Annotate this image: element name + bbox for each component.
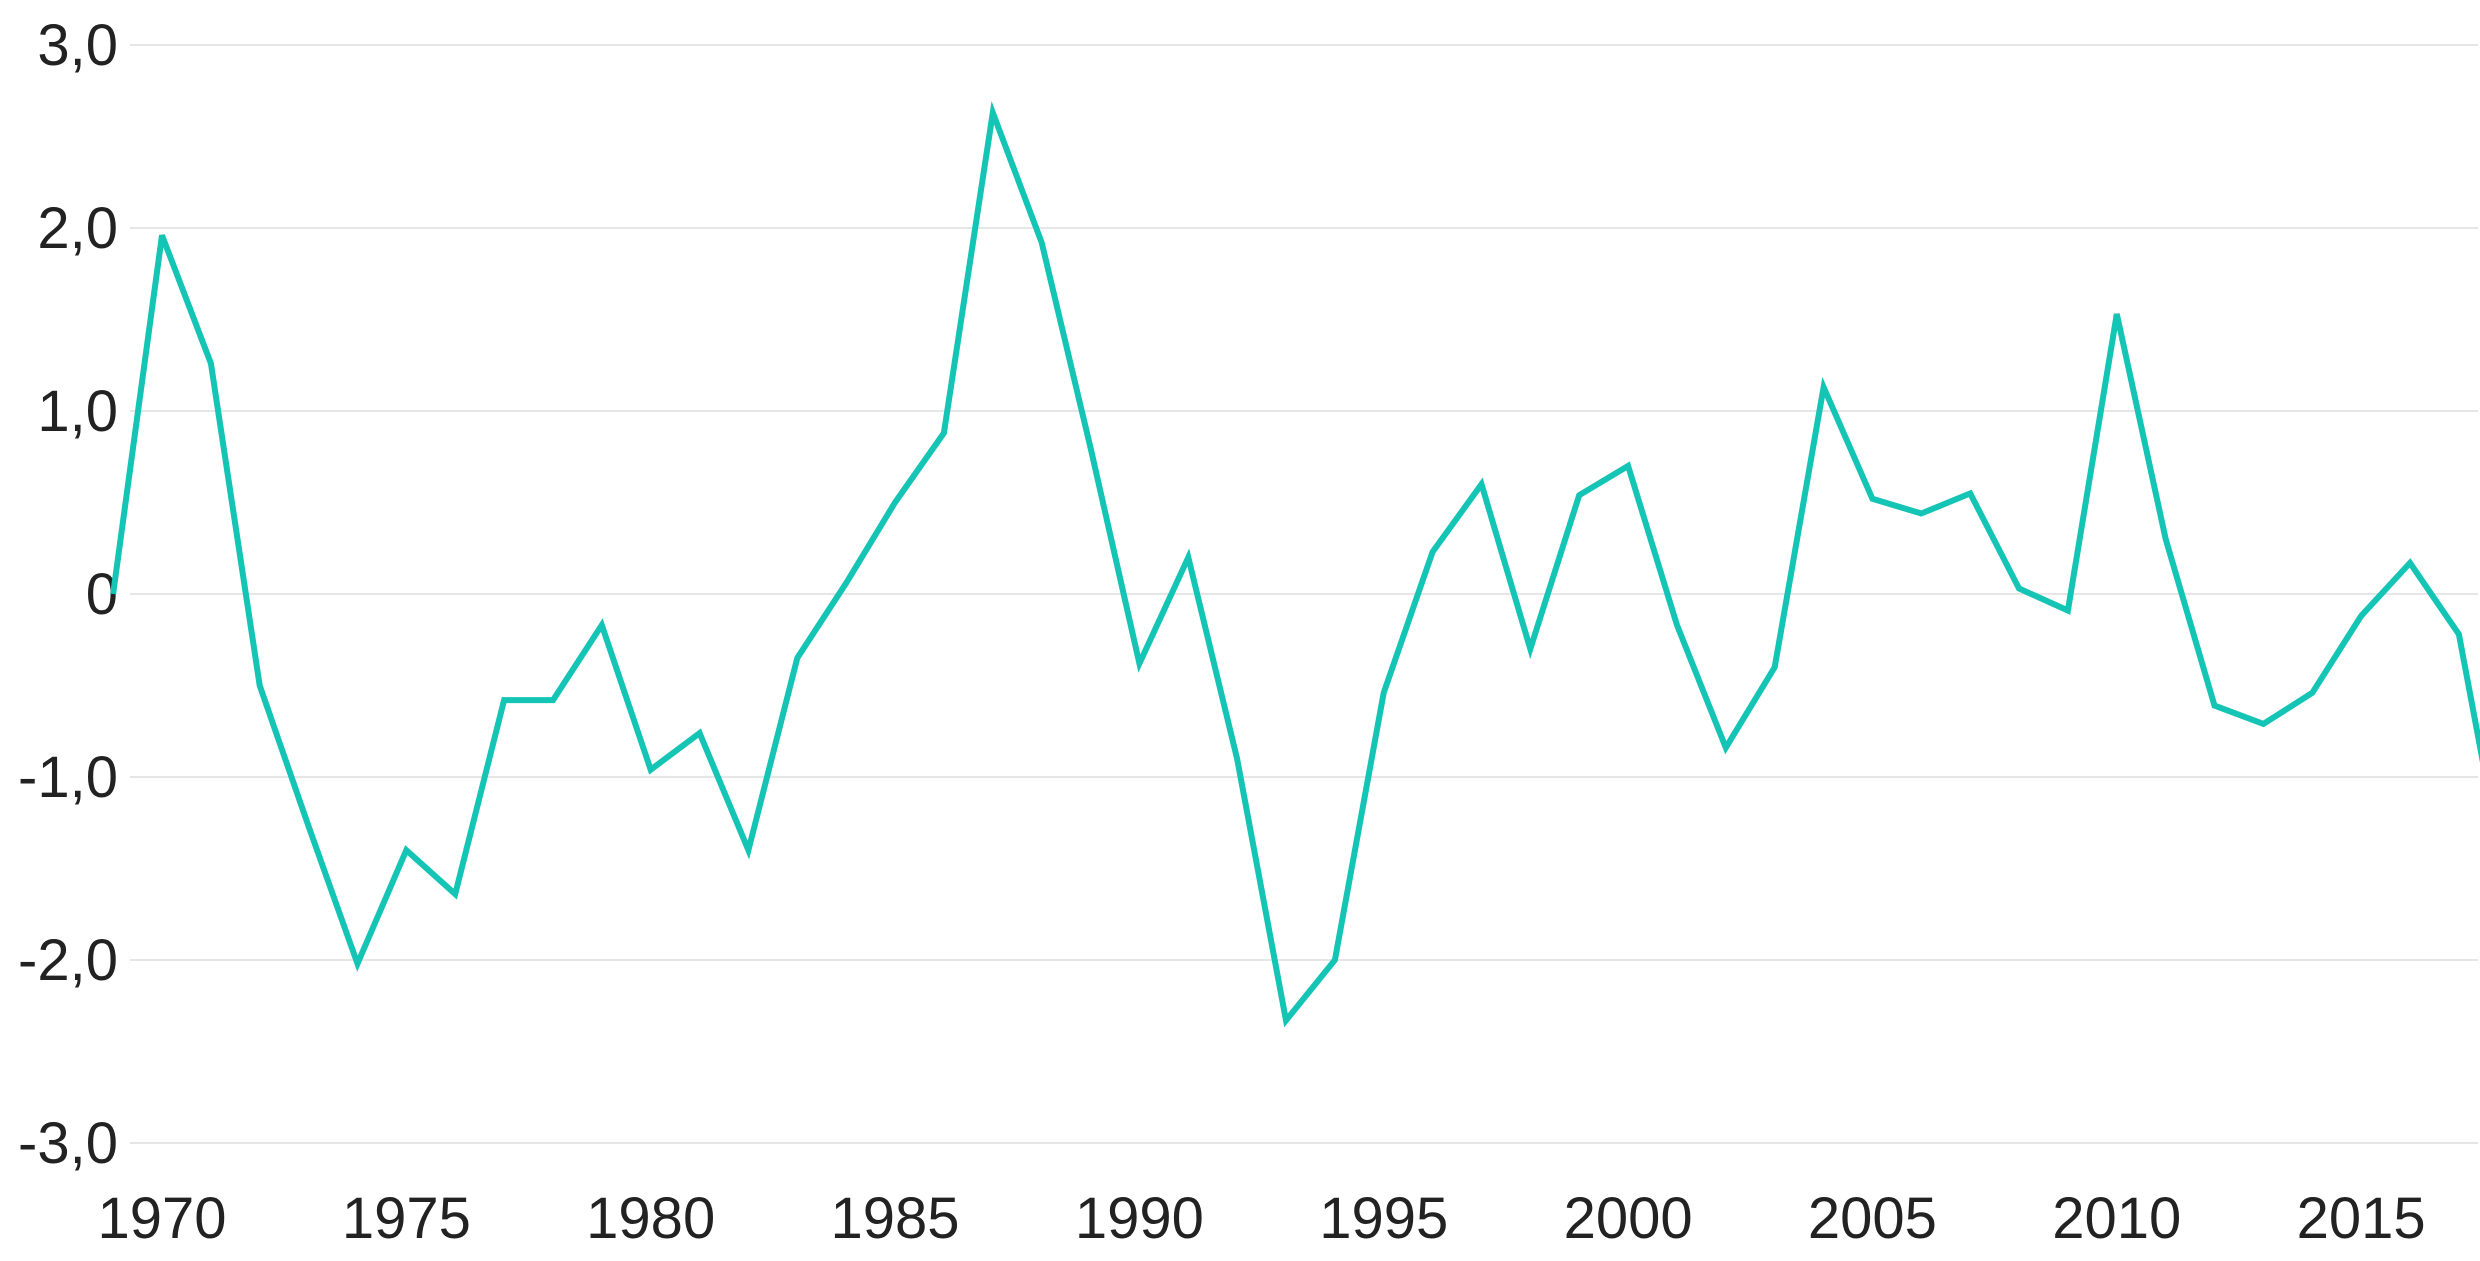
y-tick-label: 3,0 (37, 13, 118, 78)
x-tick-label: 1980 (586, 1186, 715, 1251)
x-tick-label: 2015 (2297, 1186, 2426, 1251)
series-lines (110, 100, 2480, 1028)
gridlines (130, 44, 2478, 1144)
x-tick-label: 1985 (831, 1186, 960, 1251)
x-tick-label: 2010 (2052, 1186, 2181, 1251)
y-tick-label: 0 (86, 562, 118, 627)
series-line-0 (110, 100, 2480, 1028)
x-tick-label: 2005 (1808, 1186, 1937, 1251)
y-axis-tick-labels: 3,0 2,0 1,0 0 -1,0 -2,0 -3,0 (18, 13, 118, 1176)
y-tick-label: -2,0 (18, 928, 118, 993)
y-tick-label: -1,0 (18, 745, 118, 810)
y-tick-label: 1,0 (37, 379, 118, 444)
x-tick-label: 1970 (97, 1186, 226, 1251)
x-tick-label: 2000 (1564, 1186, 1693, 1251)
y-tick-label: -3,0 (18, 1111, 118, 1176)
x-axis-tick-labels: 1970 1975 1980 1985 1990 1995 2000 2005 2010 2015 (97, 1186, 2425, 1251)
x-tick-label: 1990 (1075, 1186, 1204, 1251)
x-tick-label: 1975 (342, 1186, 471, 1251)
x-tick-label: 1995 (1319, 1186, 1448, 1251)
y-tick-label: 2,0 (37, 196, 118, 261)
